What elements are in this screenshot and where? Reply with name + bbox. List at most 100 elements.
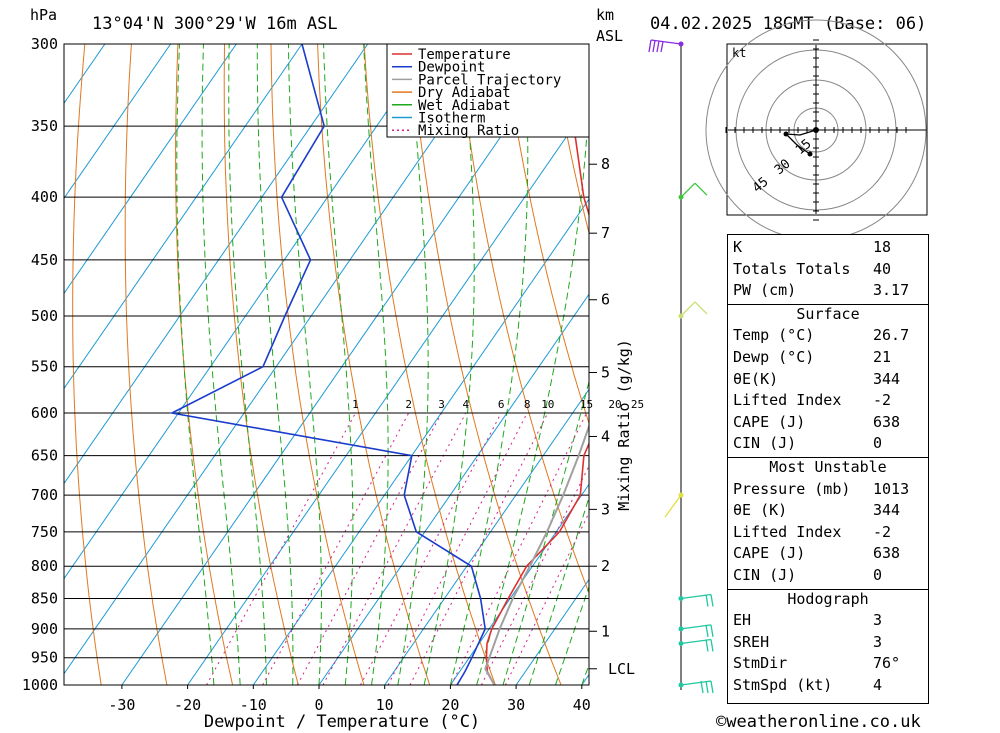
- wind-barb-shaft: [680, 301, 696, 317]
- indices-key: θE(K): [733, 369, 779, 388]
- pressure-tick-label: 500: [31, 307, 58, 325]
- mixing-ratio-label: 8: [524, 398, 531, 411]
- indices-row: CIN (J) 0: [728, 433, 928, 454]
- indices-separator: [728, 457, 928, 458]
- pressure-tick-label: 300: [31, 35, 58, 53]
- plot-frame: [63, 43, 590, 686]
- indices-value: 0: [873, 566, 883, 584]
- wind-barb-feather: [705, 639, 709, 652]
- mixing-ratio-line: [450, 412, 588, 685]
- mixing-ratio-label: 1: [352, 398, 359, 411]
- isotherm-line: [64, 44, 237, 295]
- wind-barb-feather: [705, 594, 709, 607]
- indices-value: 21: [873, 348, 892, 366]
- wind-barb: [680, 182, 708, 198]
- indices-row: Totals Totals 40: [728, 259, 928, 280]
- mixing-ratio-label: 4: [462, 398, 469, 411]
- wind-barb: [680, 301, 708, 317]
- indices-row: StmDir 76°: [728, 653, 928, 674]
- dewpoint-line: [169, 44, 487, 685]
- legend-entry: Dewpoint: [418, 60, 485, 76]
- dry-adiabat-line: [549, 44, 589, 235]
- indices-value: 4: [873, 676, 883, 694]
- wind-barb-feather: [710, 639, 714, 652]
- indices-row: Lifted Index -2: [728, 390, 928, 411]
- isotherm-line: [64, 44, 500, 675]
- indices-value: 0: [873, 434, 883, 453]
- indices-value: 3: [873, 611, 883, 630]
- wind-barb: [664, 494, 682, 518]
- height-tick-label: 6: [601, 291, 610, 309]
- pressure-tick-label: 800: [31, 557, 58, 575]
- hodograph-point: [813, 127, 819, 133]
- wind-barb-feather: [652, 40, 656, 53]
- indices-separator: [728, 588, 928, 590]
- indices-value: 344: [873, 501, 901, 520]
- mixing-ratio-label: 25: [631, 398, 644, 411]
- indices-key: CIN (J): [733, 566, 797, 584]
- mixing-ratio-axis-label: Mixing Ratio (g/kg): [615, 339, 633, 511]
- isotherm-line: [64, 44, 434, 580]
- temperature-line: [485, 44, 589, 685]
- indices-value: 18: [873, 238, 892, 256]
- indices-row: θE(K) 344: [728, 369, 928, 390]
- isotherm-line: [318, 293, 589, 685]
- hodograph-point: [807, 151, 813, 157]
- mixing-ratio-label: 20: [608, 398, 621, 411]
- temperature-tick-label: 40: [573, 696, 591, 714]
- pressure-tick-label: 1000: [22, 676, 58, 694]
- height-tick-label: 7: [601, 224, 610, 242]
- indices-section-title: Most Unstable: [769, 458, 887, 476]
- legend-entry: Isotherm: [418, 111, 485, 127]
- pressure-tick-label: 700: [31, 486, 58, 504]
- wind-barb-feather: [656, 40, 660, 53]
- wet-adiabat-line: [502, 379, 589, 685]
- copyright: ©weatheronline.co.uk: [716, 712, 921, 732]
- wind-barb-feather: [705, 624, 709, 638]
- wind-barb-feather: [710, 594, 714, 607]
- indices-separator: [728, 303, 928, 305]
- mixing-ratio-label: 15: [580, 398, 593, 411]
- pressure-tick-label: 900: [31, 620, 58, 638]
- hodograph-unit-label: kt: [732, 46, 746, 60]
- indices-value: -2: [873, 522, 892, 541]
- mixing-ratio-label: 6: [498, 398, 505, 411]
- height-tick-label: 1: [601, 622, 610, 640]
- isotherm-line: [64, 44, 369, 485]
- indices-value: -2: [873, 391, 892, 410]
- dry-adiabat-line: [923, 44, 1000, 685]
- height-tick-label: 4: [601, 427, 610, 445]
- parcel-trajectory-line: [484, 423, 589, 685]
- wet-adiabat-line: [176, 44, 215, 685]
- indices-key: Lifted Index: [733, 522, 842, 541]
- wind-barb-feather: [700, 680, 704, 694]
- mixing-ratio-line: [387, 412, 528, 685]
- wind-barb: [648, 39, 682, 53]
- indices-key: K: [733, 238, 743, 256]
- indices-row: CAPE (J) 638: [728, 412, 928, 433]
- pressure-tick-label: 950: [31, 649, 58, 667]
- wet-adiabat-line: [555, 585, 589, 685]
- temperature-tick-label: -20: [174, 696, 201, 714]
- pressure-tick-label: 650: [31, 447, 58, 465]
- mixing-ratio-line: [296, 412, 443, 685]
- height-tick-label: 5: [601, 363, 610, 381]
- location-title: 13°04'N 300°29'W 16m ASL: [92, 14, 338, 34]
- wind-barb-shaft: [664, 494, 682, 518]
- temperature-tick-label: 10: [376, 696, 394, 714]
- indices-key: Totals Totals: [733, 259, 851, 278]
- height-tick-label: 3: [601, 500, 610, 518]
- isotherm-line: [187, 103, 589, 685]
- indices-value: 40: [873, 259, 892, 278]
- wind-barb: [680, 680, 714, 694]
- wind-barb-shaft: [680, 182, 696, 198]
- indices-value: 1013: [873, 479, 910, 498]
- isotherm-line: [121, 44, 566, 685]
- indices-key: Temp (°C): [733, 326, 815, 345]
- pressure-tick-label: 400: [31, 188, 58, 206]
- indices-key: StmSpd (kt): [733, 676, 833, 694]
- indices-row: K 18: [728, 237, 928, 258]
- asl-label: ASL: [596, 27, 623, 45]
